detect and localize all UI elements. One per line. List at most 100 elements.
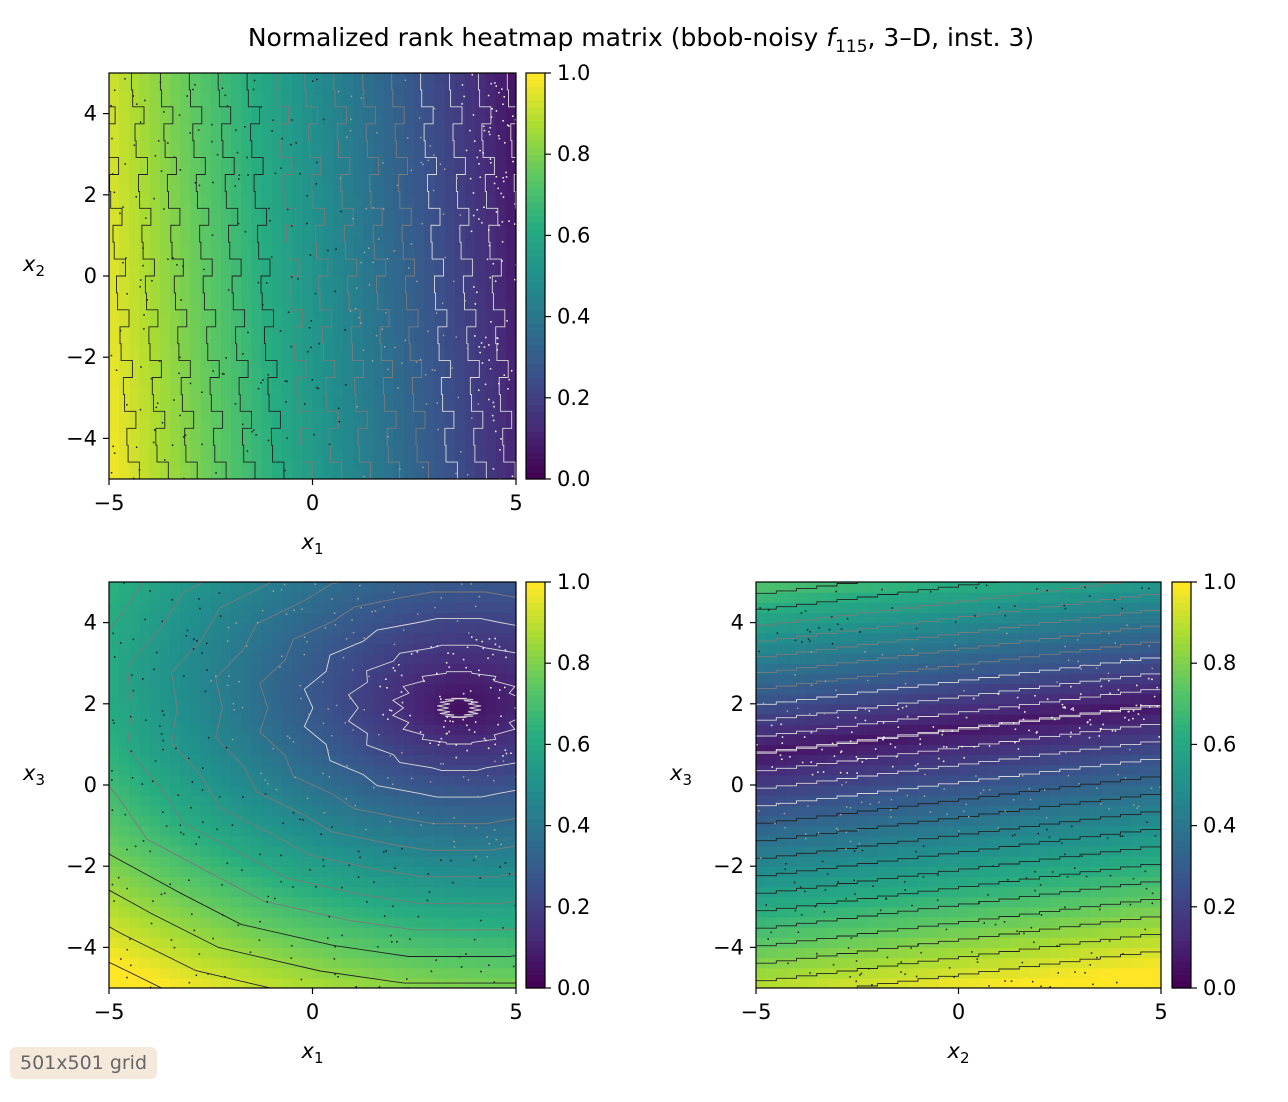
heatmap-cell bbox=[261, 144, 273, 155]
heatmap-cell bbox=[363, 795, 375, 806]
sample-point bbox=[124, 78, 126, 80]
heatmap-cell bbox=[414, 754, 426, 766]
heatmap-cell bbox=[383, 418, 395, 429]
sample-point bbox=[398, 664, 400, 666]
sample-point bbox=[143, 328, 145, 330]
heatmap-cell bbox=[210, 407, 222, 419]
heatmap-cell bbox=[302, 154, 314, 165]
heatmap-cell bbox=[322, 83, 334, 94]
heatmap-cell bbox=[414, 397, 426, 409]
sample-point bbox=[158, 360, 161, 362]
heatmap-cell bbox=[159, 876, 171, 888]
sample-point bbox=[415, 361, 418, 363]
sample-point bbox=[281, 655, 283, 657]
heatmap-cell bbox=[251, 845, 263, 857]
heatmap-cell bbox=[180, 458, 191, 470]
heatmap-cell bbox=[475, 957, 487, 969]
heatmap-cell bbox=[281, 326, 293, 338]
heatmap-cell bbox=[485, 347, 497, 358]
heatmap-cell bbox=[343, 967, 354, 979]
heatmap-cell bbox=[170, 306, 181, 318]
heatmap-cell bbox=[434, 174, 446, 186]
heatmap-cell bbox=[495, 642, 507, 654]
heatmap-cell bbox=[887, 947, 899, 959]
heatmap-cell bbox=[353, 642, 364, 654]
sample-point bbox=[285, 401, 287, 403]
heatmap-cell bbox=[129, 622, 141, 634]
sample-point bbox=[476, 156, 478, 159]
heatmap-cell bbox=[180, 255, 191, 267]
heatmap-cell bbox=[424, 856, 436, 867]
heatmap-cell bbox=[505, 805, 516, 817]
heatmap-cell bbox=[119, 866, 130, 877]
heatmap-cell bbox=[505, 377, 516, 389]
heatmap-cell bbox=[170, 407, 181, 419]
heatmap-cell bbox=[119, 632, 130, 644]
heatmap-cell bbox=[353, 795, 364, 806]
heatmap-cell bbox=[170, 886, 181, 898]
sample-point bbox=[135, 446, 138, 448]
heatmap-cell bbox=[938, 876, 949, 888]
heatmap-cell bbox=[180, 957, 191, 969]
heatmap-cell bbox=[485, 906, 497, 918]
heatmap-cell bbox=[847, 582, 858, 593]
sample-point bbox=[179, 169, 182, 171]
heatmap-cell bbox=[180, 886, 191, 898]
heatmap-cell bbox=[109, 663, 120, 674]
heatmap-cell bbox=[826, 947, 838, 959]
heatmap-cell bbox=[190, 397, 202, 409]
heatmap-cell bbox=[776, 703, 787, 715]
heatmap-cell bbox=[928, 764, 939, 776]
heatmap-cell bbox=[170, 194, 181, 206]
sample-point bbox=[292, 812, 295, 814]
heatmap-cell bbox=[424, 154, 436, 165]
heatmap-cell bbox=[251, 724, 263, 735]
heatmap-cell bbox=[857, 937, 868, 948]
heatmap-cell bbox=[149, 73, 161, 84]
sample-point bbox=[478, 389, 480, 391]
heatmap-cell bbox=[200, 947, 212, 959]
heatmap-cell bbox=[383, 83, 395, 94]
heatmap-cell bbox=[505, 73, 516, 84]
heatmap-cell bbox=[414, 296, 426, 308]
heatmap-cell bbox=[302, 265, 314, 277]
heatmap-cell bbox=[332, 225, 344, 236]
sample-point bbox=[510, 752, 512, 754]
heatmap-cell bbox=[444, 866, 456, 877]
heatmap-cell bbox=[139, 265, 151, 277]
heatmap-cell bbox=[393, 673, 405, 685]
heatmap-cell bbox=[938, 612, 949, 624]
heatmap-cell bbox=[776, 774, 787, 786]
heatmap-cell bbox=[312, 866, 324, 877]
heatmap-cell bbox=[261, 683, 273, 695]
colorbar-segment bbox=[526, 86, 545, 94]
heatmap-cell bbox=[363, 418, 375, 429]
heatmap-cell bbox=[847, 927, 858, 938]
heatmap-cell bbox=[241, 204, 253, 216]
heatmap-cell bbox=[231, 336, 242, 348]
heatmap-cell bbox=[837, 582, 848, 593]
heatmap-cell bbox=[938, 693, 949, 705]
heatmap-cell bbox=[485, 428, 497, 439]
heatmap-cell bbox=[928, 724, 939, 735]
heatmap-cell bbox=[210, 602, 222, 614]
heatmap-cell bbox=[444, 296, 456, 308]
heatmap-cell bbox=[129, 764, 141, 776]
heatmap-cell bbox=[302, 744, 314, 756]
heatmap-cell bbox=[454, 663, 466, 674]
heatmap-cell bbox=[404, 428, 415, 439]
heatmap-cell bbox=[454, 83, 466, 94]
heatmap-cell bbox=[766, 622, 777, 634]
heatmap-cell bbox=[241, 438, 253, 450]
sample-point bbox=[374, 610, 377, 612]
heatmap-cell bbox=[766, 754, 777, 766]
sample-point bbox=[115, 369, 118, 371]
heatmap-cell bbox=[928, 622, 939, 634]
heatmap-cell bbox=[495, 306, 507, 318]
heatmap-cell bbox=[343, 73, 354, 84]
heatmap-cell bbox=[776, 845, 787, 857]
heatmap-cell bbox=[485, 582, 497, 593]
heatmap-cell bbox=[353, 154, 364, 165]
heatmap-cell bbox=[292, 876, 303, 888]
sample-point bbox=[131, 777, 134, 779]
